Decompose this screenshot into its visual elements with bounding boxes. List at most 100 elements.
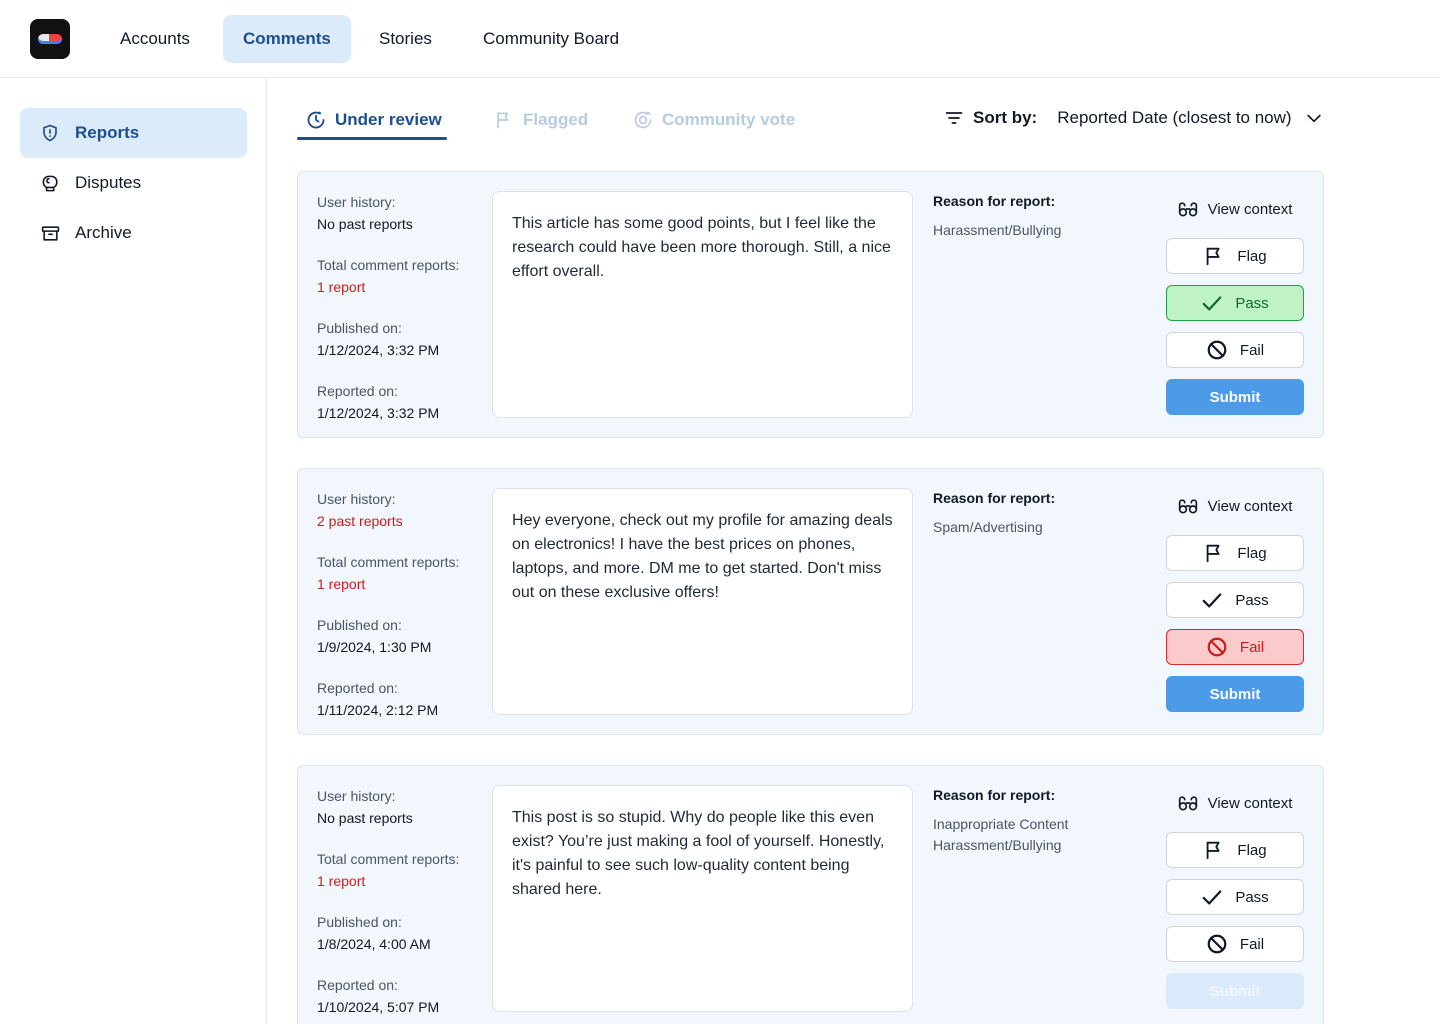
report-reason: Reason for report: Spam/Advertising [933,488,1153,538]
pass-label: Pass [1235,591,1269,609]
reason-item: Spam/Advertising [933,519,1043,535]
archive-box-icon [40,223,60,243]
reported-on-value: 1/10/2024, 5:07 PM [317,999,440,1015]
chevron-down-icon[interactable] [1304,108,1324,128]
total-reports-value: 1 report [317,279,366,295]
shield-alert-icon [40,123,60,143]
user-history-label: User history: [317,788,396,804]
filter-lines-icon [944,108,964,128]
reported-on-value: 1/12/2024, 3:32 PM [317,405,440,421]
nav-tab-comments[interactable]: Comments [223,15,351,63]
flag-button[interactable]: Flag [1166,238,1304,274]
pass-button[interactable]: Pass [1166,879,1304,915]
fail-label: Fail [1239,638,1265,656]
sidebar-item-label: Disputes [75,173,142,192]
flag-label: Flag [1237,841,1267,859]
sort-label: Sort by: [973,108,1038,127]
report-meta: User history: No past reports Total comm… [317,191,487,443]
report-card: User history: No past reports Total comm… [297,765,1324,1024]
reported-on-label: Reported on: [317,977,398,993]
published-on-value: 1/9/2024, 1:30 PM [317,639,432,655]
sort-control[interactable]: Sort by: Reported Date (closest to now) [944,104,1324,132]
total-reports-label: Total comment reports: [317,554,460,570]
flag-icon [1203,542,1225,564]
reason-item: Harassment/Bullying [933,837,1062,853]
vote-icon [633,110,653,130]
reported-on-label: Reported on: [317,680,398,696]
top-navbar: Accounts Comments Stories Community Boar… [0,0,1440,78]
ban-icon [1206,933,1228,955]
report-meta: User history: 2 past reports Total comme… [317,488,487,740]
view-context-button[interactable]: View context [1166,785,1304,821]
fail-button[interactable]: Fail [1166,926,1304,962]
reason-list: Spam/Advertising [933,517,1153,538]
submit-button[interactable]: Submit [1166,379,1304,415]
pass-button[interactable]: Pass [1166,582,1304,618]
pass-label: Pass [1235,294,1269,312]
binoculars-icon [1178,793,1198,813]
fail-label: Fail [1239,935,1265,953]
flag-label: Flag [1237,247,1267,265]
reason-list: Harassment/Bullying [933,220,1153,241]
flag-icon [1203,839,1225,861]
pass-label: Pass [1235,888,1269,906]
view-context-label: View context [1207,200,1293,218]
nav-tab-accounts[interactable]: Accounts [120,29,190,48]
sidebar-item-reports[interactable]: Reports [20,108,247,158]
reason-item: Harassment/Bullying [933,222,1062,238]
tab-label: Community vote [662,110,796,129]
flag-icon [494,110,514,130]
total-reports-value: 1 report [317,873,366,889]
published-on-label: Published on: [317,617,402,633]
sort-dropdown-value[interactable]: Reported Date (closest to now) [1057,108,1292,127]
sidebar-item-disputes[interactable]: Disputes [20,158,247,208]
reason-label: Reason for report: [933,193,1056,209]
reported-on-value: 1/11/2024, 2:12 PM [317,702,439,718]
comment-text: This post is so stupid. Why do people li… [492,785,913,1012]
tab-under-review[interactable]: Under review [306,100,442,140]
user-history-label: User history: [317,491,396,507]
report-meta: User history: No past reports Total comm… [317,785,487,1024]
active-tab-indicator [297,137,447,140]
submit-button[interactable]: Submit [1166,973,1304,1009]
app-logo[interactable] [30,19,70,59]
checkmark-icon [1201,589,1223,611]
ban-icon [1206,339,1228,361]
reason-label: Reason for report: [933,490,1056,506]
sidebar-item-label: Reports [75,123,140,142]
tab-flagged[interactable]: Flagged [494,100,588,140]
nav-tab-community-board[interactable]: Community Board [483,29,620,48]
report-card: User history: No past reports Total comm… [297,171,1324,438]
review-actions: View context Flag Pass Fail Submit [1166,785,1304,1009]
sidebar-item-archive[interactable]: Archive [20,208,247,258]
binoculars-icon [1178,199,1198,219]
tab-label: Under review [335,110,442,129]
flag-label: Flag [1237,544,1267,562]
sidebar-item-label: Archive [75,223,132,242]
submit-button[interactable]: Submit [1166,676,1304,712]
report-card: User history: 2 past reports Total comme… [297,468,1324,735]
report-reason: Reason for report: Harassment/Bullying [933,191,1153,241]
binoculars-icon [1178,496,1198,516]
total-reports-label: Total comment reports: [317,851,460,867]
published-on-value: 1/8/2024, 4:00 AM [317,936,431,952]
reason-item: Inappropriate Content [933,816,1069,832]
fail-button[interactable]: Fail [1166,629,1304,665]
flag-button[interactable]: Flag [1166,535,1304,571]
flag-button[interactable]: Flag [1166,832,1304,868]
view-context-button[interactable]: View context [1166,191,1304,227]
tab-community-vote[interactable]: Community vote [633,100,795,140]
reason-list: Inappropriate Content Harassment/Bullying [933,814,1153,856]
published-on-label: Published on: [317,320,402,336]
user-history-label: User history: [317,194,396,210]
flag-icon [1203,245,1225,267]
review-actions: View context Flag Pass Fail Submit [1166,191,1304,415]
fail-button[interactable]: Fail [1166,332,1304,368]
view-context-button[interactable]: View context [1166,488,1304,524]
view-context-label: View context [1207,794,1293,812]
total-reports-label: Total comment reports: [317,257,460,273]
nav-tab-stories[interactable]: Stories [379,29,432,48]
checkmark-icon [1201,292,1223,314]
pass-button[interactable]: Pass [1166,285,1304,321]
boxing-glove-icon [40,173,60,193]
